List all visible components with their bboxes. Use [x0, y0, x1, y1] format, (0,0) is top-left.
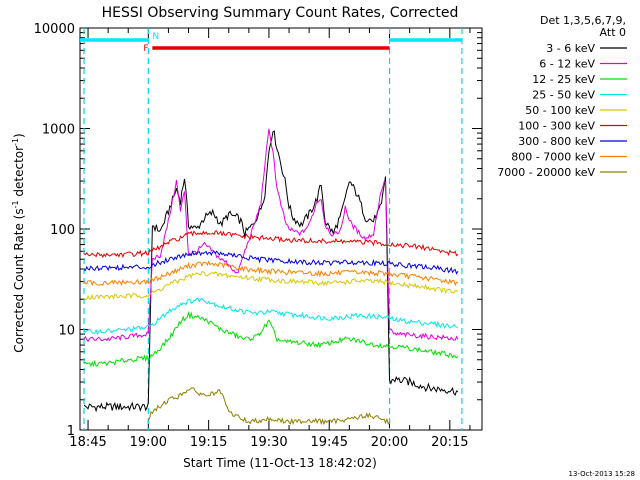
x-tick-label: 19:15: [190, 435, 227, 450]
legend-entry-label: 50 - 100 keV: [525, 104, 595, 117]
legend: Det 1,3,5,6,7,9,Att 0 3 - 6 keV 6 - 12 keV…: [497, 14, 627, 179]
flag-label-N: N: [152, 32, 159, 42]
x-tick-label: 19:00: [130, 435, 167, 450]
x-tick-label: 19:30: [250, 435, 287, 450]
y-axis-label-main: Corrected Count Rate (s: [12, 208, 26, 352]
x-tick-label: 19:45: [311, 435, 348, 450]
legend-entry-label: 300 - 800 keV: [518, 135, 595, 148]
legend-header: Det 1,3,5,6,7,9,: [540, 14, 626, 27]
y-axis-label-sup2: -1: [11, 138, 20, 146]
footer-date: 13-Oct-2013 15:28: [569, 470, 635, 478]
svg-text:Corrected Count Rate (s-1 dete: Corrected Count Rate (s-1 detector-1): [11, 133, 26, 352]
y-tick-label: 10: [58, 324, 75, 339]
y-axis-label-mid: detector: [12, 146, 26, 201]
y-axis-label: Corrected Count Rate (s-1 detector-1): [11, 133, 26, 352]
x-tick-label: 20:15: [431, 435, 468, 450]
legend-header: Att 0: [600, 26, 626, 39]
legend-entry-label: 6 - 12 keV: [539, 58, 595, 71]
legend-entry-label: 3 - 6 keV: [546, 42, 595, 55]
series-line-5: [83, 230, 459, 259]
series-line-3: [83, 297, 458, 336]
chart-title: HESSI Observing Summary Count Rates, Cor…: [102, 5, 459, 21]
x-axis-label: Start Time (11-Oct-13 18:42:02): [183, 456, 377, 470]
series-line-8: [147, 387, 390, 426]
y-axis-label-end: ): [12, 133, 26, 138]
y-tick-label: 10000: [34, 22, 75, 37]
series-line-4: [83, 271, 459, 301]
y-tick-label: 100: [50, 223, 75, 238]
x-tick-label: 20:00: [371, 435, 408, 450]
legend-entry-label: 12 - 25 keV: [532, 73, 595, 86]
series-line-6: [83, 250, 459, 275]
y-tick-label: 1000: [42, 123, 75, 138]
y-tick-label: 1: [67, 424, 75, 439]
series-line-7: [83, 260, 459, 287]
flag-label-F: F: [143, 44, 148, 54]
series-line-1: [83, 128, 459, 343]
legend-entry-label: 800 - 7000 keV: [511, 151, 595, 164]
series-line-2: [83, 310, 459, 368]
legend-entry-label: 25 - 50 keV: [532, 89, 595, 102]
legend-entry-label: 100 - 300 keV: [518, 120, 595, 133]
legend-entry-label: 7000 - 20000 keV: [497, 166, 595, 179]
y-axis-label-sup1: -1: [11, 200, 20, 208]
plot-area: 1 10 100 1000 10000 18:45 19:00 19:15 19:30 19:45…: [34, 22, 483, 450]
x-tick-label: 18:45: [69, 435, 106, 450]
